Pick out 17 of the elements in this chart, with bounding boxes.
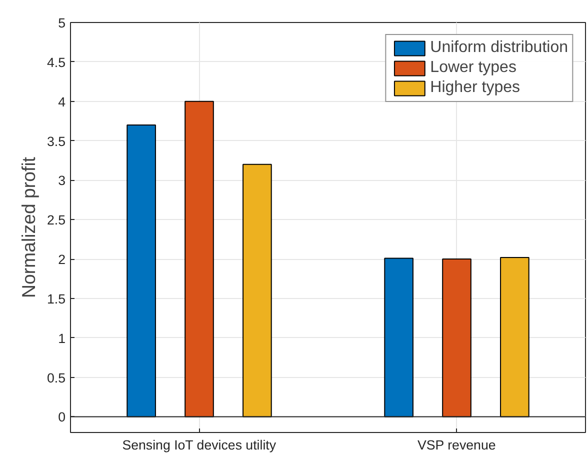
legend-label: Uniform distribution <box>430 39 568 57</box>
y-tick-label: 0 <box>58 410 66 425</box>
y-tick-label: 1.5 <box>46 291 66 306</box>
y-tick-label: 5 <box>58 16 66 30</box>
y-tick-label: 1 <box>58 330 66 346</box>
y-tick-label: 4.5 <box>46 54 66 70</box>
x-tick-label: VSP revenue <box>417 438 496 452</box>
x-tick-label: Sensing IoT devices utility <box>122 438 276 452</box>
legend-label: Higher types <box>430 79 520 97</box>
y-tick-label: 4 <box>58 94 66 110</box>
y-tick-label: 2.5 <box>46 212 66 228</box>
y-tick-label: 0.5 <box>46 370 66 386</box>
y-tick-label: 2 <box>58 252 66 268</box>
legend-label: Lower types <box>430 59 516 77</box>
y-axis-title: Normalized profit <box>18 156 39 298</box>
y-tick-label: 3 <box>58 173 66 188</box>
y-tick-label: 3.5 <box>46 134 66 149</box>
